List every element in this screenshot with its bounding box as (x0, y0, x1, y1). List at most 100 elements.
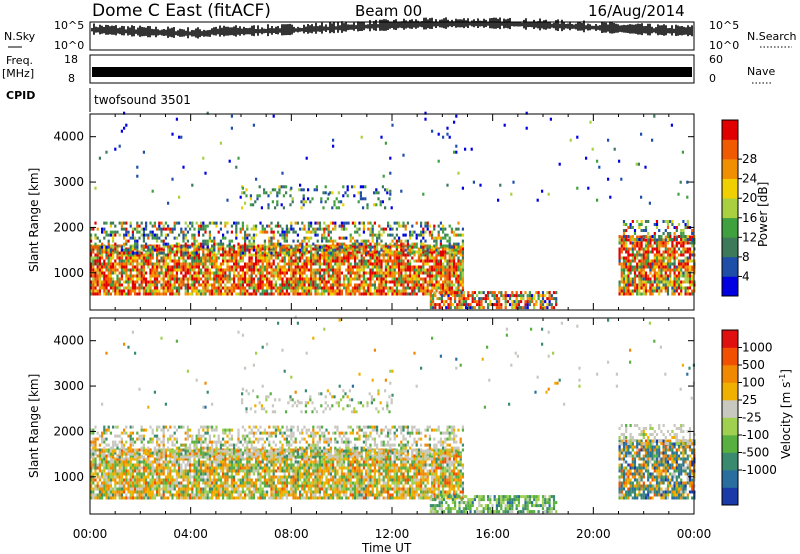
scatter-cell (340, 271, 343, 275)
scatter-cell (114, 233, 117, 237)
scatter-cell (434, 303, 437, 307)
scatter-cell (145, 466, 148, 470)
scatter-cell (622, 283, 626, 287)
scatter-cell (281, 286, 284, 290)
scatter-cell (156, 248, 159, 252)
scatter-cell (336, 265, 339, 269)
scatter-cell (448, 239, 451, 243)
scatter-cell (131, 259, 134, 263)
scatter-cell (325, 236, 328, 240)
scatter-cell (340, 242, 343, 246)
scatter-cell (369, 227, 372, 231)
scatter-cell (162, 242, 165, 246)
scatter-cell (682, 241, 685, 245)
scatter-cell (277, 244, 280, 248)
scatter-cell (224, 236, 227, 240)
scatter-cell (358, 250, 361, 254)
scatter-cell (622, 277, 626, 281)
scatter-cell (145, 233, 148, 237)
scatter-cell (136, 280, 139, 284)
scatter-cell (252, 283, 255, 287)
scatter-cell (358, 283, 361, 287)
scatter-cell (433, 262, 436, 266)
scatter-cell (448, 245, 451, 249)
scatter-cell (461, 280, 464, 284)
scatter-cell (164, 256, 167, 260)
scatter-cell (233, 289, 236, 293)
scatter-cell (395, 242, 398, 246)
scatter-cell (384, 206, 387, 210)
scatter-cell (299, 183, 302, 187)
scatter-cell (255, 259, 258, 263)
scatter-cell (92, 286, 95, 290)
scatter-cell (362, 292, 365, 296)
scatter-cell (684, 280, 687, 284)
scatter-cell (318, 286, 321, 290)
scatter-cell (303, 271, 306, 275)
scatter-cell (465, 297, 468, 301)
scatter-cell (138, 251, 141, 255)
scatter-cell (638, 286, 641, 290)
scatter-cell (428, 250, 431, 254)
scatter-cell (458, 300, 461, 304)
scatter-cell (120, 245, 123, 249)
scatter-cell (277, 289, 280, 293)
scatter-cell (526, 297, 529, 301)
scatter-cell (462, 300, 465, 304)
scatter-cell (455, 253, 458, 257)
scatter-cell (134, 256, 137, 260)
scatter-cell (666, 256, 670, 260)
scatter-cell (112, 457, 115, 461)
scatter-cell (338, 271, 341, 275)
scatter-cell (351, 289, 354, 293)
scatter-cell (156, 265, 159, 269)
scatter-cell (277, 274, 280, 278)
scatter-cell (101, 493, 104, 497)
scatter-cell (193, 259, 196, 263)
scatter-cell (105, 454, 108, 458)
scatter-cell (129, 271, 132, 275)
scatter-cell (522, 297, 525, 301)
scatter-cell (211, 271, 214, 275)
scatter-cell (283, 233, 286, 237)
scatter-cell (109, 262, 112, 266)
scatter-cell (267, 206, 270, 210)
scatter-cell (424, 262, 427, 266)
scatter-cell (197, 256, 200, 260)
scatter-cell (98, 454, 101, 458)
scatter-cell (511, 303, 514, 307)
scatter-cell (202, 286, 205, 290)
scatter-cell (671, 247, 674, 251)
scatter-cell (178, 233, 181, 237)
colorbar-tick-label: 4 (742, 269, 750, 283)
scatter-cell (195, 271, 198, 275)
scatter-cell (288, 250, 291, 254)
scatter-cell (274, 265, 277, 269)
scatter-cell (384, 265, 387, 269)
scatter-cell (116, 253, 119, 257)
scatter-cell (114, 230, 117, 234)
scatter-cell (391, 253, 394, 257)
scatter-cell (296, 239, 299, 243)
scatter-cell (114, 490, 117, 494)
scatter-cell (658, 235, 661, 238)
scatter-cell (333, 200, 336, 204)
scatter-cell (644, 244, 648, 248)
scatter-cell (219, 268, 222, 272)
scatter-cell (202, 250, 205, 254)
scatter-cell (314, 227, 317, 231)
scatter-cell (94, 256, 97, 260)
scatter-cell (145, 475, 148, 479)
scatter-cell (620, 235, 623, 239)
scatter-cell (631, 283, 634, 287)
scatter-cell (682, 286, 685, 290)
scatter-cell (469, 303, 472, 307)
scatter-cell (184, 286, 187, 290)
scatter-cell (202, 289, 205, 293)
scatter-cell (461, 247, 464, 251)
scatter-cell (222, 247, 225, 251)
scatter-cell (622, 256, 626, 260)
scatter-cell (206, 242, 209, 246)
scatter-cell (651, 268, 654, 272)
scatter-cell (356, 250, 359, 254)
